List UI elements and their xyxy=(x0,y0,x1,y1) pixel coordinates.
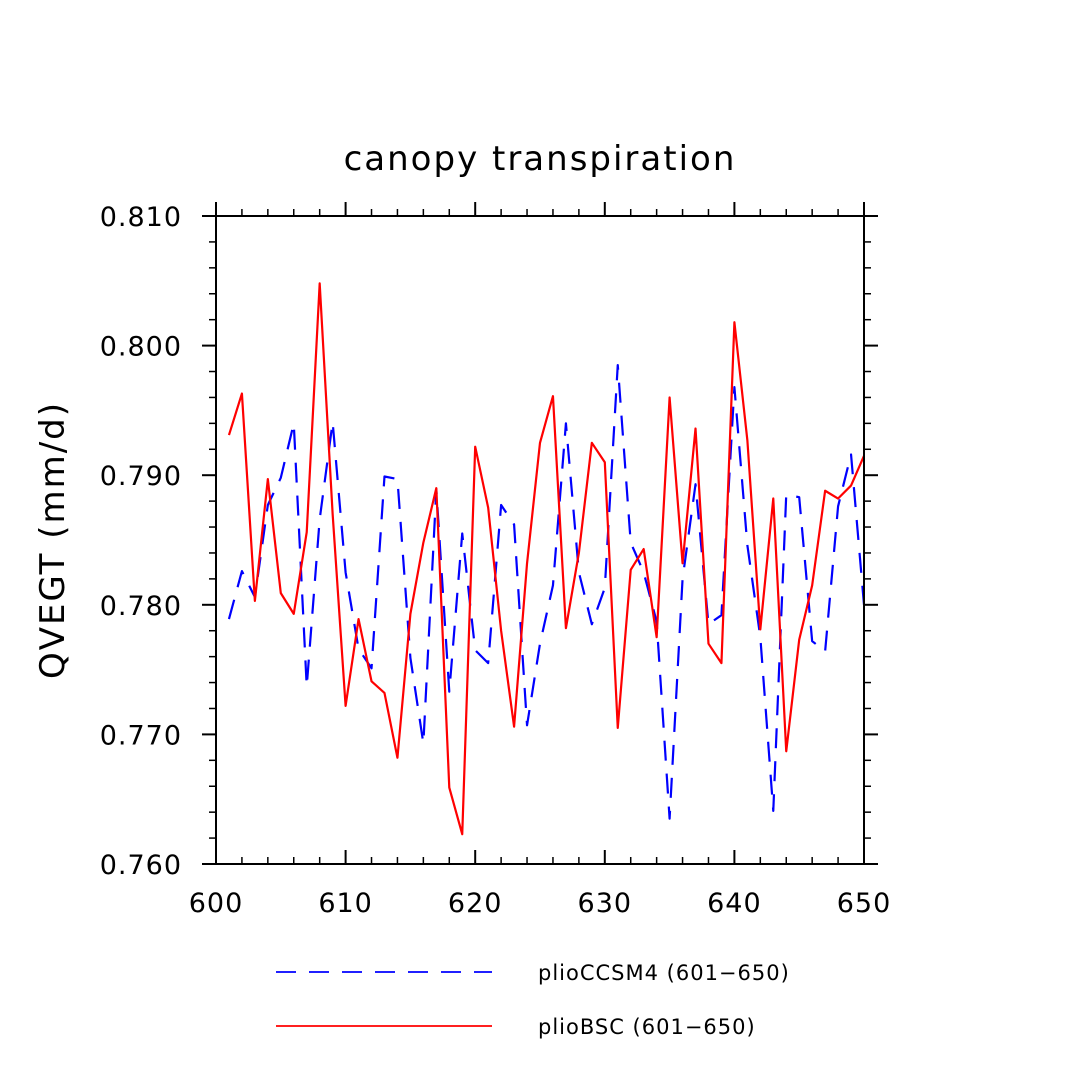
x-tick-label: 600 xyxy=(189,888,244,919)
y-tick-label: 0.780 xyxy=(100,591,182,622)
legend: plioCCSM4 (601−650) plioBSC (601−650) xyxy=(276,961,790,1039)
series-layer xyxy=(227,282,866,836)
y-tick-label: 0.760 xyxy=(100,850,182,881)
plot-frame xyxy=(215,215,865,865)
series-line-pliobsc xyxy=(227,282,866,836)
x-tick-label: 630 xyxy=(578,888,633,919)
x-tick-label: 650 xyxy=(837,888,892,919)
x-tick-label: 620 xyxy=(448,888,503,919)
x-tick-label: 640 xyxy=(707,888,762,919)
y-axis-label: QVEGT (mm/d) xyxy=(33,401,73,679)
y-tick-label: 0.810 xyxy=(100,202,182,233)
chart-title: canopy transpiration xyxy=(344,139,737,179)
axes-layer xyxy=(215,215,865,865)
legend-label-plioccsm4: plioCCSM4 (601−650) xyxy=(538,961,790,985)
y-tick-label: 0.770 xyxy=(100,720,182,751)
y-tick-label: 0.800 xyxy=(100,332,182,363)
legend-label-pliobsc: plioBSC (601−650) xyxy=(538,1015,756,1039)
ticks-layer: 600 610 620 630 640 650 0.760 0.770 0.780 0.790 0.… xyxy=(100,202,892,919)
series-line-plioccsm4 xyxy=(227,363,866,820)
y-tick-label: 0.790 xyxy=(100,461,182,492)
x-tick-label: 610 xyxy=(318,888,373,919)
